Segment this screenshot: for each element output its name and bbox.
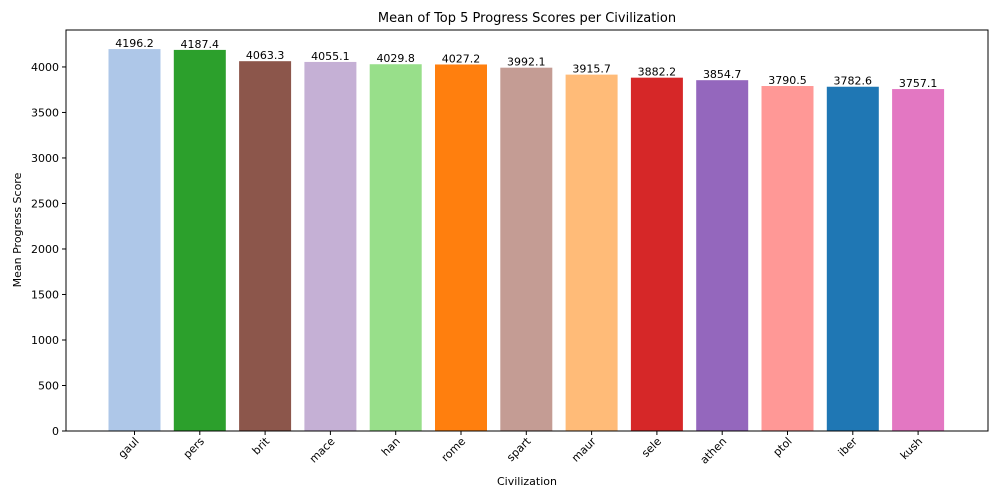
x-axis-label: Civilization <box>497 475 557 488</box>
y-tick-label-2000: 2000 <box>31 243 59 256</box>
y-tick-label-0: 0 <box>52 425 59 438</box>
data-label-athen: 3854.7 <box>703 68 742 81</box>
y-tick-label-500: 500 <box>38 379 59 392</box>
data-label-kush: 3757.1 <box>899 77 938 90</box>
bar-brit <box>239 61 292 431</box>
bar-ptol <box>761 86 814 432</box>
x-tick-label-kush: kush <box>898 435 925 462</box>
y-tick-label-1500: 1500 <box>31 288 59 301</box>
y-tick-label-3000: 3000 <box>31 152 59 165</box>
data-label-iber: 3782.6 <box>834 75 873 88</box>
x-tick-label-athen: athen <box>698 435 730 467</box>
bar-rome <box>435 64 487 431</box>
y-tick-label-3500: 3500 <box>31 106 59 119</box>
x-tick-label-ptol: ptol <box>771 435 795 459</box>
x-tick-label-pers: pers <box>181 435 207 461</box>
bar-gaul <box>108 49 161 432</box>
data-label-rome: 4027.2 <box>442 52 481 65</box>
data-label-pers: 4187.4 <box>181 38 220 51</box>
bar-iber <box>826 86 879 432</box>
y-tick-label-1000: 1000 <box>31 334 59 347</box>
x-tick-label-rome: rome <box>439 435 469 465</box>
data-label-spart: 3992.1 <box>507 56 546 69</box>
x-tick-label-brit: brit <box>250 434 273 457</box>
x-tick-label-iber: iber <box>836 435 861 460</box>
bar-sele <box>630 77 683 432</box>
y-tick-label-2500: 2500 <box>31 197 59 210</box>
data-label-mace: 4055.1 <box>311 50 350 63</box>
bar-kush <box>892 89 945 431</box>
x-tick-label-spart: spart <box>504 434 534 464</box>
bar-athen <box>696 80 749 432</box>
bar-maur <box>565 74 618 432</box>
x-axis: gaul pers brit mace han rome spart maur sele athe… <box>116 431 925 467</box>
bar-mace <box>304 61 357 431</box>
data-label-brit: 4063.3 <box>246 49 285 62</box>
bar-spart <box>500 67 553 432</box>
plot-frame <box>65 29 989 432</box>
bar-pers <box>173 49 226 432</box>
x-tick-label-gaul: gaul <box>116 435 142 461</box>
y-axis-label: Mean Progress Score <box>11 172 24 287</box>
x-tick-label-maur: maur <box>569 435 599 465</box>
y-axis: 0 500 1000 1500 2000 2500 3000 3500 4000 <box>31 61 66 438</box>
data-label-gaul: 4196.2 <box>115 37 154 50</box>
data-label-han: 4029.8 <box>376 52 415 65</box>
x-tick-label-sele: sele <box>639 435 664 460</box>
x-tick-label-mace: mace <box>307 435 338 466</box>
data-label-maur: 3915.7 <box>572 63 611 76</box>
x-tick-label-han: han <box>379 435 403 459</box>
data-labels-layer: 4196.2 4187.4 4063.3 4055.1 4029.8 4027.2 3992… <box>115 37 937 90</box>
bars-layer <box>108 49 945 432</box>
bar-han <box>369 64 422 432</box>
data-label-ptol: 3790.5 <box>768 74 807 87</box>
y-tick-label-4000: 4000 <box>31 61 59 74</box>
chart-title: Mean of Top 5 Progress Scores per Civili… <box>378 11 676 26</box>
data-label-sele: 3882.2 <box>638 66 677 79</box>
